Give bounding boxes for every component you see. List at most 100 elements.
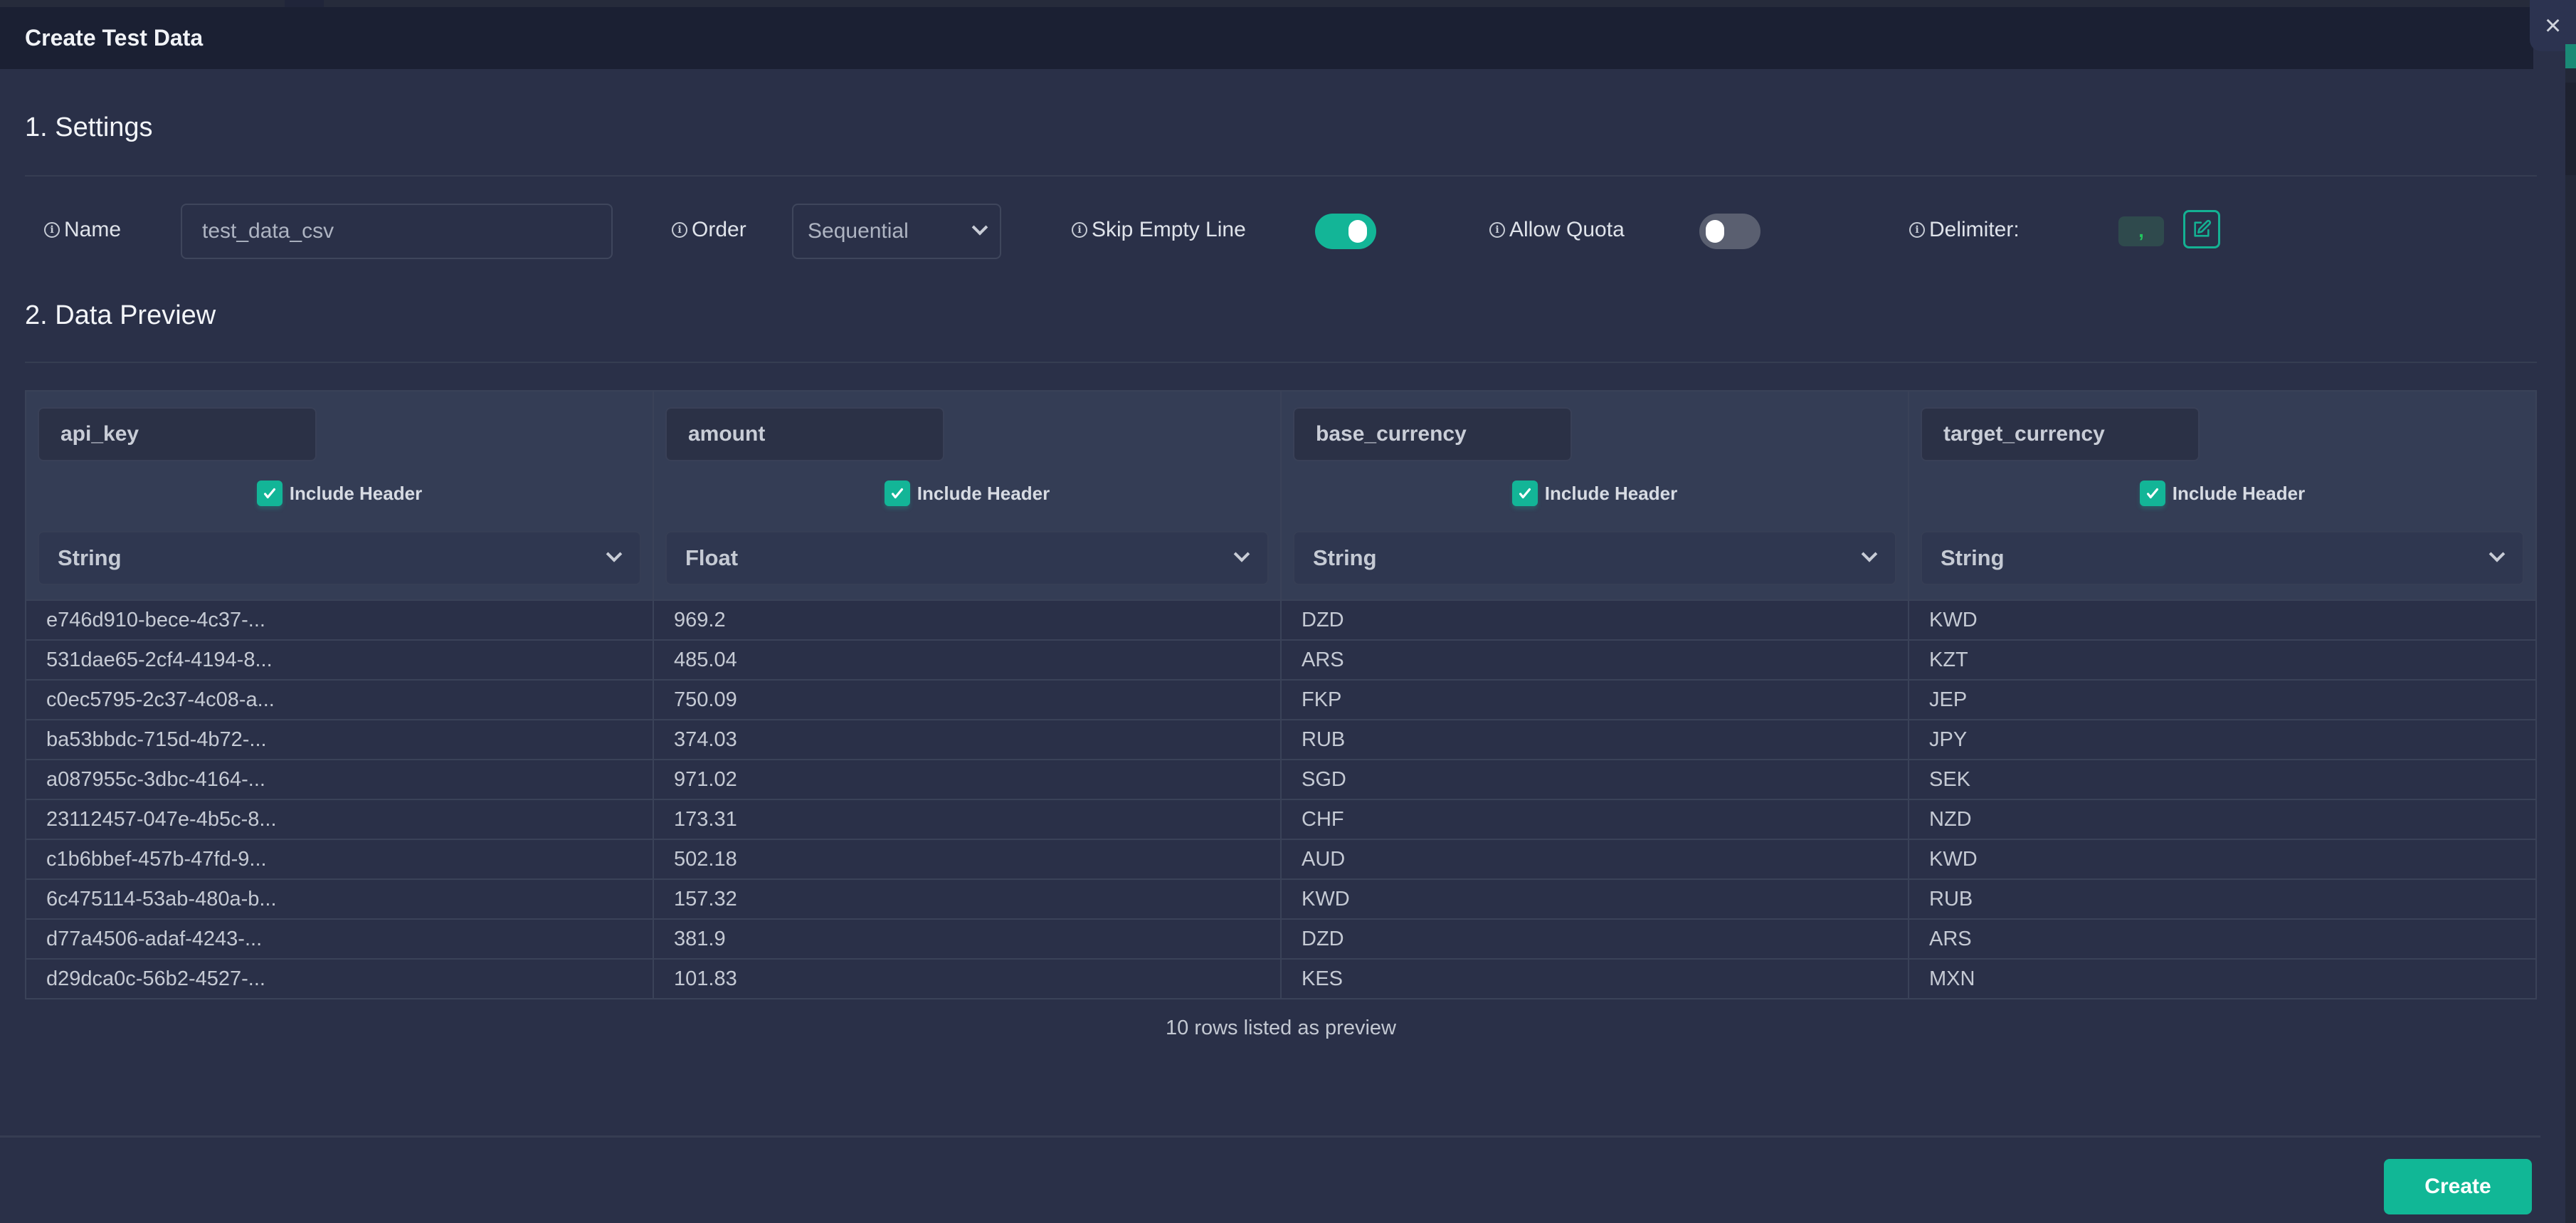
column-header-base-currency: base_currency Include Header String bbox=[1282, 392, 1909, 599]
cell-base-currency: RUB bbox=[1282, 720, 1909, 759]
cell-target-currency: SEK bbox=[1929, 767, 1971, 791]
cell-target-currency: JEP bbox=[1929, 688, 1968, 711]
data-preview-section-title: 2. Data Preview bbox=[25, 300, 216, 330]
cell-target-currency: ARS bbox=[1929, 927, 1972, 950]
table-row: ba53bbdc-715d-4b72-... 374.03 RUB JPY bbox=[26, 719, 2535, 759]
delimiter-label-text: Delimiter: bbox=[1929, 218, 2020, 241]
chevron-down-icon bbox=[606, 546, 623, 562]
column-type-select[interactable]: String bbox=[38, 531, 641, 585]
include-header-label: Include Header bbox=[917, 482, 1050, 504]
cell-amount: 750.09 bbox=[654, 681, 1282, 719]
include-header-option: Include Header bbox=[1909, 481, 2535, 506]
delimiter-label: i Delimiter: bbox=[1909, 218, 2020, 242]
info-icon[interactable]: i bbox=[1489, 222, 1505, 238]
cell-amount: 157.32 bbox=[654, 880, 1282, 918]
info-icon[interactable]: i bbox=[1072, 222, 1087, 238]
column-name: base_currency bbox=[1316, 422, 1467, 446]
cell-amount: 173.31 bbox=[654, 800, 1282, 839]
column-name: api_key bbox=[60, 422, 139, 446]
cell-api-key: c0ec5795-2c37-4c08-a... bbox=[26, 681, 654, 719]
toggle-knob bbox=[1348, 220, 1367, 243]
name-input-value: test_data_csv bbox=[202, 219, 334, 243]
column-name: target_currency bbox=[1943, 422, 2105, 446]
allow-quota-label: i Allow Quota bbox=[1489, 218, 1625, 242]
include-header-checkbox[interactable] bbox=[256, 481, 283, 506]
include-header-option: Include Header bbox=[26, 481, 653, 506]
cell-base-currency: AUD bbox=[1282, 840, 1909, 878]
vertical-scrollbar[interactable] bbox=[2565, 68, 2576, 1223]
cell-target-currency: KZT bbox=[1929, 648, 1968, 671]
column-type-value: String bbox=[1941, 545, 2005, 570]
scrollbar-thumb[interactable] bbox=[2565, 83, 2576, 175]
include-header-label: Include Header bbox=[2172, 482, 2306, 504]
check-icon bbox=[1519, 488, 1531, 499]
column-type-value: Float bbox=[685, 545, 739, 570]
order-select[interactable]: Sequential bbox=[792, 204, 1001, 259]
cell-api-key: e746d910-bece-4c37-... bbox=[26, 601, 654, 639]
cell-base-currency: FKP bbox=[1282, 681, 1909, 719]
cell-api-key: 6c475114-53ab-480a-b... bbox=[26, 880, 654, 918]
preview-row-count: 10 rows listed as preview bbox=[1166, 1017, 1396, 1039]
column-header-amount: amount Include Header Float bbox=[654, 392, 1282, 599]
include-header-checkbox[interactable] bbox=[2139, 481, 2165, 506]
column-type-select[interactable]: Float bbox=[665, 531, 1269, 585]
table-row: d77a4506-adaf-4243-... 381.9 DZD ARS bbox=[26, 918, 2535, 958]
column-type-value: String bbox=[1313, 545, 1377, 570]
order-label-text: Order bbox=[692, 218, 746, 241]
skip-empty-line-toggle[interactable] bbox=[1315, 214, 1376, 249]
info-icon[interactable]: i bbox=[672, 222, 687, 238]
column-name-input[interactable]: amount bbox=[665, 407, 944, 461]
include-header-option: Include Header bbox=[654, 481, 1280, 506]
include-header-label: Include Header bbox=[289, 482, 423, 504]
cell-amount: 381.9 bbox=[654, 920, 1282, 958]
chevron-down-icon bbox=[1861, 546, 1878, 562]
scroll-accent bbox=[2565, 44, 2576, 68]
cell-api-key: ba53bbdc-715d-4b72-... bbox=[26, 720, 654, 759]
dialog-title: Create Test Data bbox=[25, 25, 204, 51]
column-type-select[interactable]: String bbox=[1921, 531, 2524, 585]
background-tab bbox=[285, 0, 324, 7]
dialog-header: Create Test Data bbox=[0, 7, 2533, 69]
info-icon[interactable]: i bbox=[1909, 222, 1925, 238]
cell-target-currency: RUB bbox=[1929, 887, 1973, 910]
cell-base-currency: CHF bbox=[1282, 800, 1909, 839]
cell-amount: 485.04 bbox=[654, 641, 1282, 679]
chevron-down-icon bbox=[1233, 546, 1250, 562]
allow-quota-toggle[interactable] bbox=[1699, 214, 1761, 249]
include-header-checkbox[interactable] bbox=[1511, 481, 1538, 506]
chevron-down-icon bbox=[2488, 546, 2506, 562]
name-label-text: Name bbox=[64, 218, 122, 241]
cell-target-currency: MXN bbox=[1929, 967, 1975, 990]
include-header-option: Include Header bbox=[1282, 481, 1908, 506]
create-button[interactable]: Create bbox=[2384, 1159, 2532, 1214]
name-label: i Name bbox=[44, 218, 121, 242]
create-test-data-dialog: Create Test Data 1. Settings i Name test… bbox=[0, 7, 2565, 1223]
table-row: d29dca0c-56b2-4527-... 101.83 KES MXN bbox=[26, 958, 2535, 998]
table-row: 6c475114-53ab-480a-b... 157.32 KWD RUB bbox=[26, 878, 2535, 918]
include-header-checkbox[interactable] bbox=[884, 481, 910, 506]
cell-api-key: d29dca0c-56b2-4527-... bbox=[26, 960, 654, 998]
column-type-select[interactable]: String bbox=[1293, 531, 1896, 585]
include-header-label: Include Header bbox=[1544, 482, 1678, 504]
cell-api-key: d77a4506-adaf-4243-... bbox=[26, 920, 654, 958]
column-name-input[interactable]: base_currency bbox=[1293, 407, 1572, 461]
cell-base-currency: SGD bbox=[1282, 760, 1909, 799]
edit-delimiter-button[interactable] bbox=[2183, 210, 2220, 248]
table-row: 531dae65-2cf4-4194-8... 485.04 ARS KZT bbox=[26, 639, 2535, 679]
toggle-knob bbox=[1706, 220, 1724, 243]
table-row: c1b6bbef-457b-47fd-9... 502.18 AUD KWD bbox=[26, 839, 2535, 878]
order-select-value: Sequential bbox=[808, 219, 909, 243]
column-name-input[interactable]: target_currency bbox=[1921, 407, 2200, 461]
skip-empty-line-label-text: Skip Empty Line bbox=[1092, 218, 1246, 241]
column-header-api-key: api_key Include Header String bbox=[26, 392, 654, 599]
cell-api-key: c1b6bbef-457b-47fd-9... bbox=[26, 840, 654, 878]
table-body: e746d910-bece-4c37-... 969.2 DZD KWD 531dae… bbox=[26, 599, 2535, 998]
name-input[interactable]: test_data_csv bbox=[181, 204, 613, 259]
column-name-input[interactable]: api_key bbox=[38, 407, 317, 461]
cell-target-currency: JPY bbox=[1929, 728, 1968, 751]
table-row: c0ec5795-2c37-4c08-a... 750.09 FKP JEP bbox=[26, 679, 2535, 719]
info-icon[interactable]: i bbox=[44, 222, 60, 238]
close-dialog-button[interactable]: × bbox=[2530, 0, 2576, 51]
background-app-strip bbox=[0, 0, 2576, 7]
cell-target-currency: KWD bbox=[1929, 608, 1978, 631]
